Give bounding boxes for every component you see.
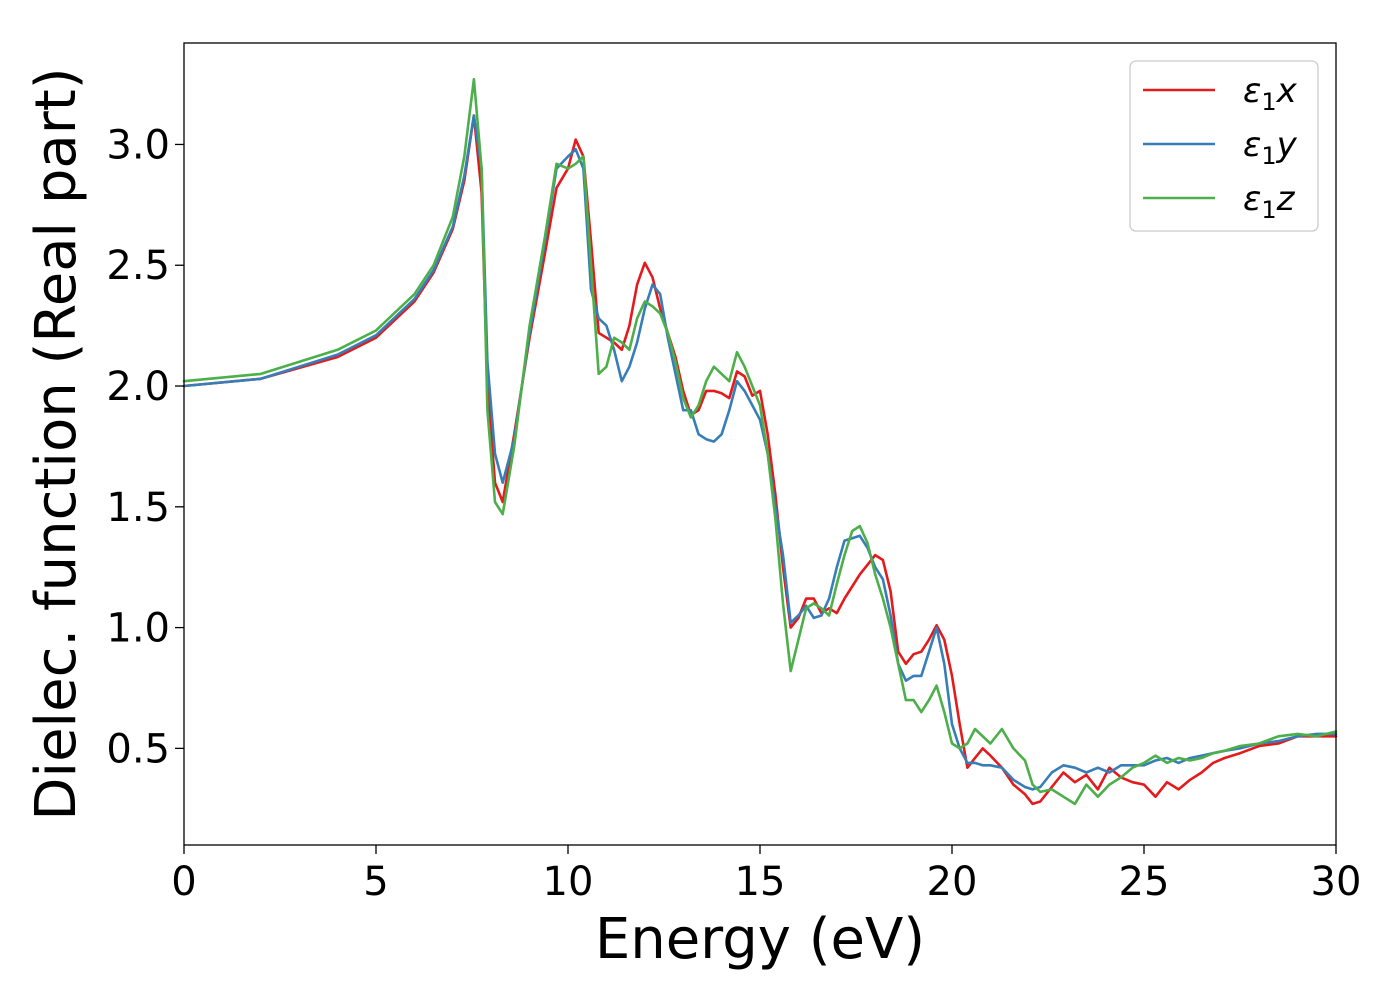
y-tick-label: 1.5 [106, 485, 170, 531]
x-tick-label: 0 [171, 859, 196, 905]
x-axis-label: Energy (eV) [595, 907, 925, 972]
x-axis-ticks: 0 5 10 15 20 25 30 [171, 845, 1361, 905]
legend-label-1: ε1x [1243, 71, 1298, 116]
y-tick-label: 2.5 [106, 243, 170, 289]
legend-box [1129, 60, 1319, 232]
series-lines [182, 77, 1338, 806]
series-line-3 [182, 77, 1338, 806]
y-tick-label: 2.0 [106, 364, 170, 410]
y-tick-label: 1.0 [106, 606, 170, 652]
y-tick-label: 0.5 [106, 726, 170, 772]
legend: ε1x ε1y ε1z [1129, 60, 1319, 232]
y-axis-ticks: 0.5 1.0 1.5 2.0 2.5 3.0 [106, 122, 184, 772]
y-tick-label: 3.0 [106, 122, 170, 168]
y-axis-label: Dielec. function (Real part) [24, 67, 89, 820]
x-tick-label: 15 [735, 859, 786, 905]
x-tick-label: 30 [1311, 859, 1362, 905]
x-tick-label: 20 [927, 859, 978, 905]
legend-label-3: ε1z [1243, 179, 1296, 224]
legend-label-2: ε1y [1243, 125, 1298, 170]
x-tick-label: 25 [1119, 859, 1170, 905]
x-tick-label: 5 [363, 859, 388, 905]
x-tick-label: 10 [543, 859, 594, 905]
series-line-2 [182, 114, 1338, 791]
